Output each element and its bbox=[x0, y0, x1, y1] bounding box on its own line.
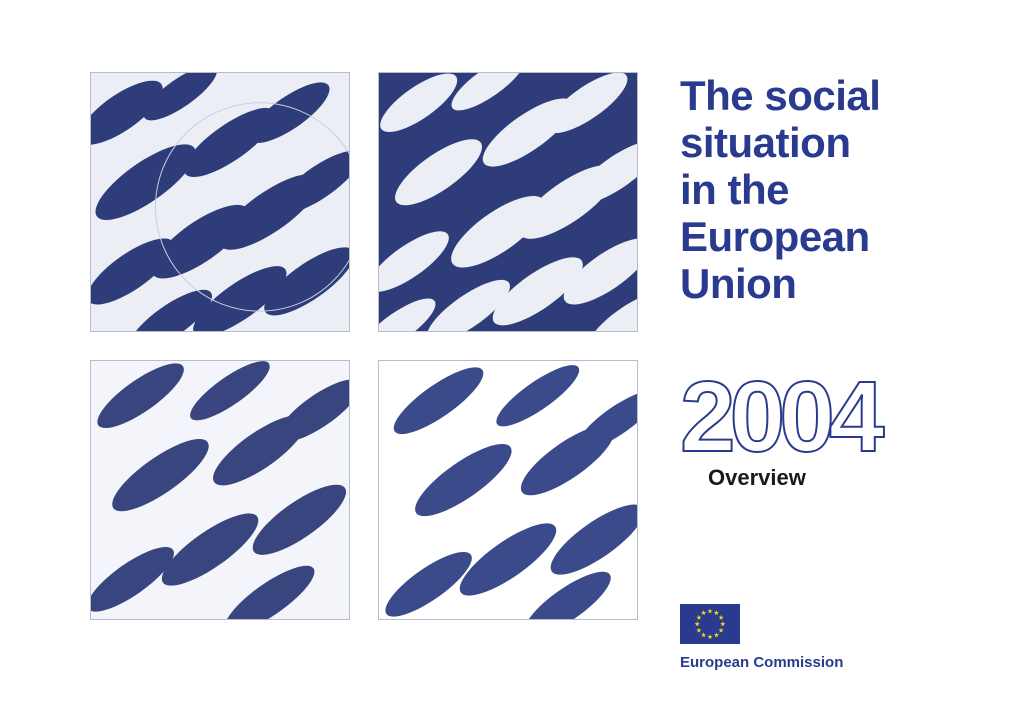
title-line-2: situation bbox=[680, 119, 851, 166]
cover-tile-2 bbox=[378, 72, 638, 332]
publisher-block: European Commission bbox=[680, 564, 930, 671]
title-line-4: European bbox=[680, 213, 870, 260]
cover-tile-1 bbox=[90, 72, 350, 332]
eu-flag-icon bbox=[680, 604, 740, 644]
cover-tile-3 bbox=[90, 360, 350, 620]
document-cover: The social situation in the European Uni… bbox=[0, 0, 1020, 721]
cover-tile-4 bbox=[378, 360, 638, 620]
title-line-3: in the bbox=[680, 166, 789, 213]
report-year: 2004 bbox=[680, 367, 878, 467]
report-subtitle: Overview bbox=[708, 465, 806, 491]
title-line-1: The social bbox=[680, 72, 880, 119]
year-block: 2004 Overview bbox=[680, 367, 930, 487]
publisher-name: European Commission bbox=[680, 654, 843, 671]
report-title: The social situation in the European Uni… bbox=[680, 72, 930, 307]
image-grid bbox=[90, 72, 638, 671]
title-line-5: Union bbox=[680, 260, 796, 307]
text-column: The social situation in the European Uni… bbox=[638, 72, 930, 671]
